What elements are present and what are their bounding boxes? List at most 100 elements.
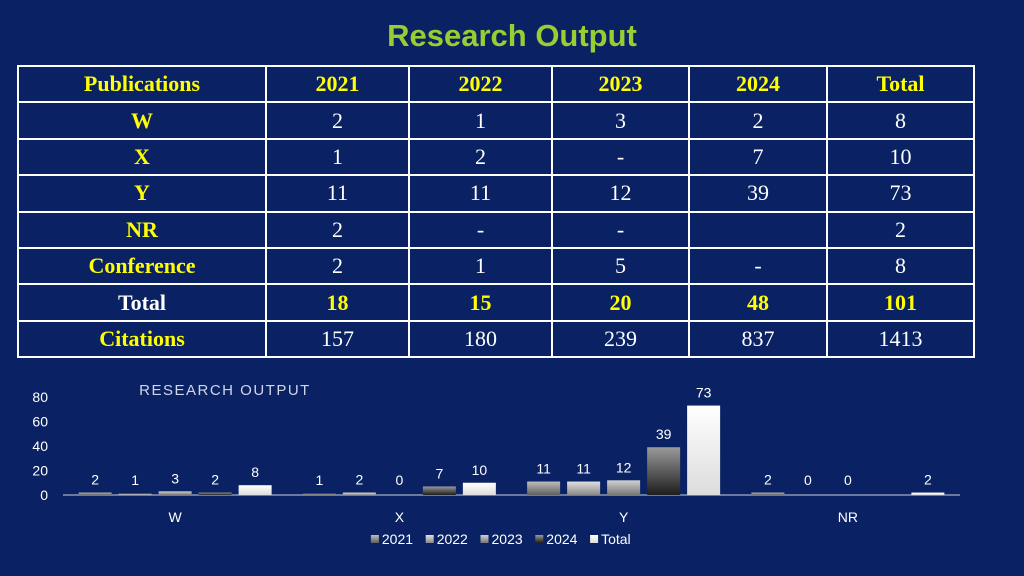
- table-cell: [688, 210, 828, 249]
- table-cell: 101: [826, 283, 975, 322]
- header-cell: Total: [826, 64, 975, 104]
- table-cell: 5: [551, 246, 690, 286]
- x-category-label: W: [169, 509, 183, 525]
- data-label: 2: [924, 472, 932, 488]
- bar-2021-y: [527, 481, 561, 495]
- x-category-label: X: [395, 509, 405, 525]
- row-label: Citations: [17, 319, 267, 359]
- data-label: 11: [576, 461, 591, 477]
- table-cell: 18: [265, 283, 410, 322]
- row-label: Conference: [17, 246, 267, 286]
- y-tick-label: 60: [32, 414, 48, 430]
- table-cell: 239: [551, 319, 690, 359]
- table-cell: 11: [265, 174, 410, 213]
- table-row: NR 2 - - 2: [17, 210, 975, 249]
- table-cell: 2: [826, 210, 975, 249]
- bar-2023-y: [607, 480, 641, 495]
- data-label: 0: [804, 472, 812, 488]
- table-cell: 39: [688, 174, 828, 213]
- table-cell: 157: [265, 319, 410, 359]
- row-label: Total: [17, 283, 267, 322]
- bar-2022-x: [342, 492, 376, 495]
- data-label: 7: [435, 465, 443, 481]
- table-cell: 2: [408, 137, 553, 177]
- bar-2022-y: [567, 481, 601, 495]
- table-row: X 1 2 - 7 10: [17, 137, 975, 177]
- legend-swatch: [535, 535, 544, 543]
- legend-label: 2024: [546, 531, 577, 547]
- table-cell: 2: [688, 101, 828, 140]
- header-cell: 2024: [688, 64, 828, 104]
- legend-label: Total: [601, 531, 631, 547]
- data-label: 2: [764, 472, 772, 488]
- chart-title: RESEARCH OUTPUT: [139, 382, 311, 399]
- table-cell: 10: [826, 137, 975, 177]
- bar-total-nr: [911, 492, 945, 495]
- data-label: 2: [211, 472, 219, 488]
- table-cell: 837: [688, 319, 828, 359]
- row-label: W: [17, 101, 267, 140]
- table-cell: 73: [826, 174, 975, 213]
- research-output-table: Publications 2021 2022 2023 2024 Total W…: [17, 64, 975, 359]
- table-cell: -: [551, 137, 690, 177]
- bar-total-x: [462, 482, 496, 495]
- header-cell: 2021: [265, 64, 410, 104]
- table-cell: 1413: [826, 319, 975, 359]
- bar-2024-x: [422, 486, 456, 495]
- data-label: 12: [616, 459, 632, 475]
- y-tick-label: 80: [32, 389, 48, 405]
- bar-2024-w: [198, 492, 232, 495]
- table-row: Y 11 11 12 39 73: [17, 174, 975, 213]
- table-row: Conference 2 1 5 - 8: [17, 246, 975, 286]
- table-row: W 2 1 3 2 8: [17, 101, 975, 140]
- header-cell: Publications: [17, 64, 267, 104]
- data-label: 0: [395, 472, 403, 488]
- data-label: 2: [355, 472, 363, 488]
- row-label: Y: [17, 174, 267, 213]
- row-label: X: [17, 137, 267, 177]
- table-cell: 2: [265, 246, 410, 286]
- table-row-total: Total 18 15 20 48 101: [17, 283, 975, 322]
- y-tick-label: 0: [40, 487, 48, 503]
- table-cell: -: [551, 210, 690, 249]
- table-cell: 15: [408, 283, 553, 322]
- page-title: Research Output: [387, 18, 637, 53]
- table-cell: 1: [265, 137, 410, 177]
- legend-label: 2022: [437, 531, 468, 547]
- data-label: 2: [91, 472, 99, 488]
- header-cell: 2023: [551, 64, 690, 104]
- bar-total-y: [687, 405, 721, 495]
- table-cell: 1: [408, 246, 553, 286]
- data-label: 8: [251, 464, 259, 480]
- table-cell: 48: [688, 283, 828, 322]
- data-label: 10: [472, 462, 488, 478]
- y-tick-label: 40: [32, 438, 48, 454]
- bar-2021-w: [78, 492, 112, 495]
- table-cell: 8: [826, 246, 975, 286]
- legend-swatch: [425, 535, 434, 543]
- data-label: 11: [536, 461, 551, 477]
- bar-2021-nr: [751, 492, 785, 495]
- bar-total-w: [238, 485, 272, 495]
- data-label: 1: [315, 472, 323, 488]
- data-label: 39: [656, 426, 672, 442]
- table-cell: 3: [551, 101, 690, 140]
- table-cell: -: [688, 246, 828, 286]
- table-cell: 2: [265, 101, 410, 140]
- bar-2021-x: [302, 493, 336, 495]
- legend-label: 2021: [382, 531, 413, 547]
- table-cell: 20: [551, 283, 690, 322]
- bar-2024-y: [647, 447, 681, 495]
- table-header-row: Publications 2021 2022 2023 2024 Total: [17, 64, 975, 104]
- table-row-citations: Citations 157 180 239 837 1413: [17, 319, 975, 359]
- bar-2023-w: [158, 491, 192, 495]
- table-cell: 180: [408, 319, 553, 359]
- data-label: 3: [171, 470, 179, 486]
- table-cell: -: [408, 210, 553, 249]
- legend-swatch: [590, 535, 599, 543]
- legend-label: 2023: [492, 531, 523, 547]
- data-label: 73: [696, 385, 712, 401]
- x-category-label: NR: [838, 509, 858, 525]
- y-tick-label: 20: [32, 463, 48, 479]
